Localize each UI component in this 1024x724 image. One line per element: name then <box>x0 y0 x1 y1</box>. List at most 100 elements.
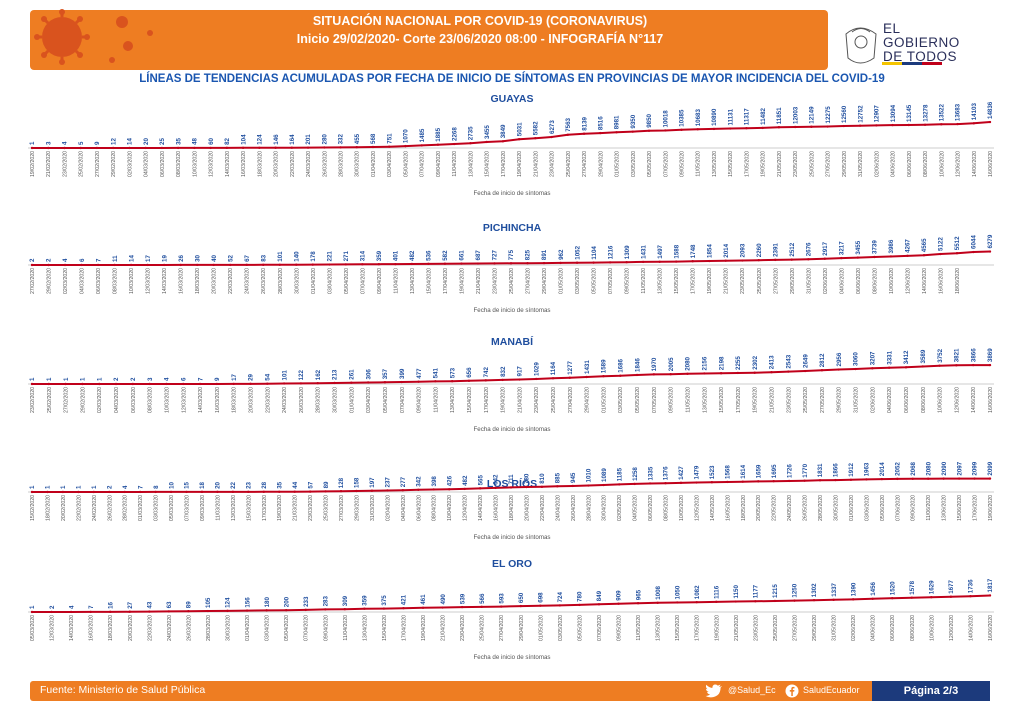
x-tick-label: 07/05/2020 <box>652 387 658 413</box>
data-label: 16 <box>107 601 114 608</box>
data-point <box>262 263 265 267</box>
x-tick-label: 15/03/2020 <box>246 495 252 521</box>
data-point <box>526 262 529 265</box>
data-point <box>972 250 975 254</box>
x-tick-label: 03/05/2020 <box>618 387 624 413</box>
data-point <box>745 126 748 130</box>
data-point <box>89 610 92 614</box>
data-label: 162 <box>315 369 322 380</box>
data-label: 2097 <box>956 461 963 475</box>
x-tick-label: 30/03/2020 <box>294 268 300 294</box>
x-tick-label: 24/03/2020 <box>282 387 288 413</box>
data-label: 3986 <box>888 239 895 253</box>
facebook-handle[interactable]: SaludEcuador <box>803 685 860 695</box>
data-point <box>858 124 862 127</box>
x-tick-label: 28/03/2020 <box>316 387 322 413</box>
data-point <box>880 477 884 481</box>
data-point <box>772 479 775 483</box>
data-label: 3869 <box>987 348 994 362</box>
data-label: 10683 <box>695 109 702 127</box>
chart-3: LOS RÍOS115/02/2020118/02/2020120/02/202… <box>28 461 994 541</box>
data-label: 1390 <box>850 582 857 596</box>
data-label: 7 <box>197 377 204 381</box>
data-point <box>215 382 219 386</box>
data-label: 13683 <box>955 103 962 121</box>
data-label: 14 <box>128 255 135 262</box>
x-tick-label: 03/03/2020 <box>154 495 160 521</box>
data-point <box>81 382 84 386</box>
facebook-icon[interactable] <box>785 684 799 698</box>
data-point <box>323 146 326 149</box>
x-tick-label: 28/03/2020 <box>278 268 284 294</box>
data-label: 122 <box>298 370 305 381</box>
data-label: 201 <box>305 134 312 145</box>
x-tick-label: 03/05/2020 <box>575 268 581 294</box>
data-point <box>519 604 522 608</box>
data-label: 10890 <box>711 108 718 126</box>
data-point <box>258 146 261 149</box>
data-point <box>262 490 265 494</box>
x-tick-label: 22/03/2020 <box>290 151 296 177</box>
data-label: 1 <box>45 485 52 489</box>
data-point <box>98 382 101 386</box>
data-point <box>282 382 286 385</box>
data-point <box>47 263 50 267</box>
data-point <box>160 146 164 150</box>
data-point <box>295 263 298 266</box>
twitter-handle[interactable]: @Salud_Ec <box>728 685 776 695</box>
data-label: 1 <box>96 377 103 381</box>
x-tick-label: 26/03/2020 <box>186 615 192 641</box>
data-point <box>417 488 420 492</box>
x-tick-label: 17/04/2020 <box>501 151 507 177</box>
data-point <box>469 142 472 145</box>
data-label: 14836 <box>987 101 994 119</box>
data-label: 13145 <box>906 104 913 122</box>
data-label: 178 <box>310 251 317 262</box>
data-point <box>803 479 806 482</box>
data-label: 9350 <box>630 114 637 128</box>
data-point <box>973 477 976 480</box>
x-tick-label: 01/05/2020 <box>538 615 544 641</box>
data-point <box>427 262 430 266</box>
data-label: 4 <box>122 485 129 489</box>
data-point <box>463 487 466 491</box>
x-tick-label: 08/05/2020 <box>664 495 670 521</box>
data-point <box>245 609 249 612</box>
x-tick-label: 23/04/2020 <box>493 268 499 294</box>
x-tick-label: 25/05/2020 <box>803 387 809 413</box>
data-point <box>363 607 366 610</box>
data-point <box>619 374 622 377</box>
x-tick-label: 19/02/2020 <box>30 151 36 177</box>
x-tick-label: 25/05/2020 <box>757 268 763 294</box>
data-point <box>696 128 699 131</box>
data-point <box>753 371 756 374</box>
twitter-icon[interactable] <box>705 684 723 698</box>
data-point <box>911 477 914 480</box>
data-point <box>818 479 822 482</box>
data-label: 200 <box>283 596 290 607</box>
data-label: 1831 <box>817 463 824 477</box>
data-point <box>633 482 636 486</box>
x-tick-label: 24/02/2020 <box>92 495 98 521</box>
data-label: 593 <box>498 593 505 604</box>
data-point <box>539 604 542 607</box>
x-tick-label: 13/03/2020 <box>231 495 237 521</box>
data-point <box>873 255 876 259</box>
data-label: 3060 <box>853 352 860 366</box>
data-label: 2512 <box>789 242 796 256</box>
data-label: 1614 <box>740 464 747 478</box>
data-point <box>500 605 503 608</box>
x-tick-label: 09/05/2020 <box>617 615 623 641</box>
data-label: 306 <box>365 369 372 380</box>
x-tick-label: 11/06/2020 <box>926 495 932 521</box>
data-point <box>891 596 894 600</box>
x-tick-label: 07/04/2020 <box>360 268 366 294</box>
x-tick-label: 12/05/2020 <box>694 495 700 521</box>
x-tick-label: 19/05/2020 <box>707 268 713 294</box>
x-tick-label: 21/05/2020 <box>777 151 783 177</box>
data-point <box>849 478 853 481</box>
x-tick-label: 13/05/2020 <box>702 387 708 413</box>
data-point <box>807 258 810 261</box>
x-tick-label: 15/05/2020 <box>675 615 681 641</box>
x-tick-label: 16/06/2020 <box>988 151 994 177</box>
